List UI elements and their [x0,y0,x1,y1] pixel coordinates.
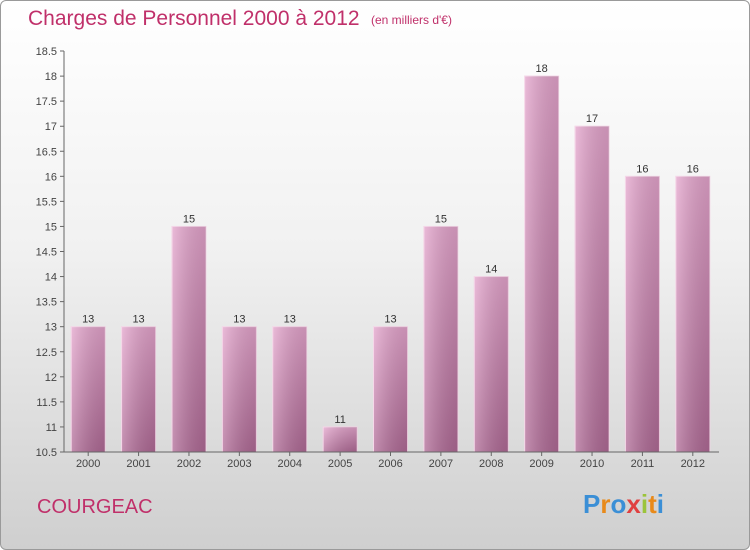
y-tick-label: 18 [45,71,57,83]
y-tick-label: 18.5 [36,46,57,58]
bar-value-label: 16 [636,163,648,175]
x-tick-label: 2002 [177,458,201,470]
y-axis: 10.5 11 11.5 12 12.5 13 13.5 14 14.5 15 15.5 16 16.5… [36,46,65,459]
y-tick-label: 10.5 [36,447,57,459]
bar-shade [675,176,710,452]
bar-value-label: 16 [687,163,699,175]
bar-shade [423,226,458,452]
bar-shade [625,176,660,452]
y-tick-label: 13 [45,322,57,334]
proxiti-logo: Proxiti [583,489,664,520]
logo-letter: P [583,489,601,519]
x-tick-label: 2011 [631,458,655,470]
x-tick-label: 2007 [429,458,453,470]
bar-2009: 18 [524,63,560,453]
commune-name: COURGEAC [37,496,153,518]
bar-value-label: 13 [284,314,296,326]
y-tick-label: 17 [45,121,57,133]
bar-shade [323,426,358,452]
chart-title: Charges de Personnel 2000 à 2012 [28,7,360,30]
bar-value-label: 13 [384,314,396,326]
bar-2003: 13 [221,314,257,453]
bar-value-label: 13 [132,314,144,326]
bar-2005: 11 [322,414,358,453]
bar-value-label: 17 [586,113,598,125]
bar-value-label: 14 [485,264,497,276]
bar-shade [121,326,156,452]
bar-2010: 17 [574,113,610,453]
y-tick-label: 16 [45,171,57,183]
bar-2012: 16 [675,163,711,453]
x-tick-label: 2009 [529,458,553,470]
bar-2011: 16 [624,163,660,453]
logo-letter: x [626,489,641,519]
x-axis: 2000 2001 2002 2003 2004 2005 2006 2007 2008 2009… [64,451,719,470]
logo-letter: r [600,489,611,519]
y-tick-label: 15 [45,221,57,233]
bar-shade [524,76,559,452]
bar-value-label: 13 [82,314,94,326]
x-tick-label: 2012 [681,458,705,470]
y-tick-label: 14 [45,272,57,284]
bar-2008: 14 [473,264,509,453]
x-tick-label: 2006 [378,458,402,470]
bar-value-label: 11 [334,414,345,426]
logo-letter: o [610,489,627,519]
x-tick-label: 2000 [76,458,100,470]
logo-letter: t [648,489,657,519]
bar-shade [171,226,206,452]
bar-value-label: 13 [233,314,245,326]
bar-shade [474,276,509,452]
bar-2007: 15 [423,213,459,453]
y-tick-label: 17.5 [36,96,57,108]
bar-2006: 13 [373,314,408,453]
bar-shade [272,326,307,452]
bar-shade [575,126,610,452]
logo-letter: i [656,489,664,519]
y-tick-label: 14.5 [36,247,57,259]
bar-2002: 15 [171,213,207,453]
bar-value-label: 15 [435,213,447,225]
y-tick-label: 16.5 [36,146,57,158]
chart-subtitle: (en milliers d'€) [371,13,452,27]
x-tick-label: 2001 [126,458,150,470]
bar-shade [71,326,106,452]
bar-2001: 13 [121,314,157,453]
bars-group: 13 13 15 13 13 11 13 15 14 18 17 16 16 [70,63,711,453]
x-tick-label: 2005 [328,458,352,470]
x-tick-label: 2004 [277,458,301,470]
y-tick-label: 11 [46,422,57,434]
bar-2000: 13 [70,314,106,453]
x-tick-label: 2008 [479,458,503,470]
y-tick-label: 12 [45,372,57,384]
y-tick-label: 13.5 [36,297,57,309]
logo-letter: i [640,489,649,519]
y-tick-label: 15.5 [36,196,57,208]
bar-2004: 13 [272,314,308,453]
bar-shade [373,326,408,452]
y-tick-label: 11.5 [36,397,57,409]
bar-value-label: 18 [536,63,548,75]
bar-shade [222,326,257,452]
x-tick-label: 2003 [227,458,251,470]
y-tick-label: 12.5 [36,347,57,359]
bar-value-label: 15 [183,213,195,225]
x-tick-label: 2010 [580,458,604,470]
